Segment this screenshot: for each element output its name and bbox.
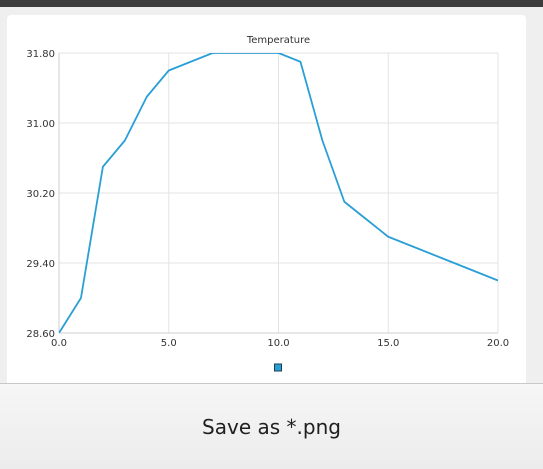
legend-marker xyxy=(275,364,282,371)
y-tick-label: 28.60 xyxy=(26,329,55,340)
y-tick-label: 31.80 xyxy=(26,49,55,60)
y-tick-label: 30.20 xyxy=(26,189,55,200)
x-tick-label: 10.0 xyxy=(267,338,289,349)
x-tick-label: 20.0 xyxy=(487,338,509,349)
save-as-png-button[interactable]: Save as *.png xyxy=(0,384,543,469)
chart-card: Temperature 0.0 5.0 10.0 15.0 20.0 31.80 31.00 3… xyxy=(7,15,526,415)
x-tick-label: 15.0 xyxy=(377,338,399,349)
y-tick-label: 31.00 xyxy=(26,119,55,130)
chart-title: Temperature xyxy=(246,35,310,46)
y-tick-label: 29.40 xyxy=(26,259,55,270)
window-top-bar xyxy=(0,0,543,7)
bottom-panel: Save as *.png xyxy=(0,383,543,469)
x-tick-label: 5.0 xyxy=(161,338,177,349)
